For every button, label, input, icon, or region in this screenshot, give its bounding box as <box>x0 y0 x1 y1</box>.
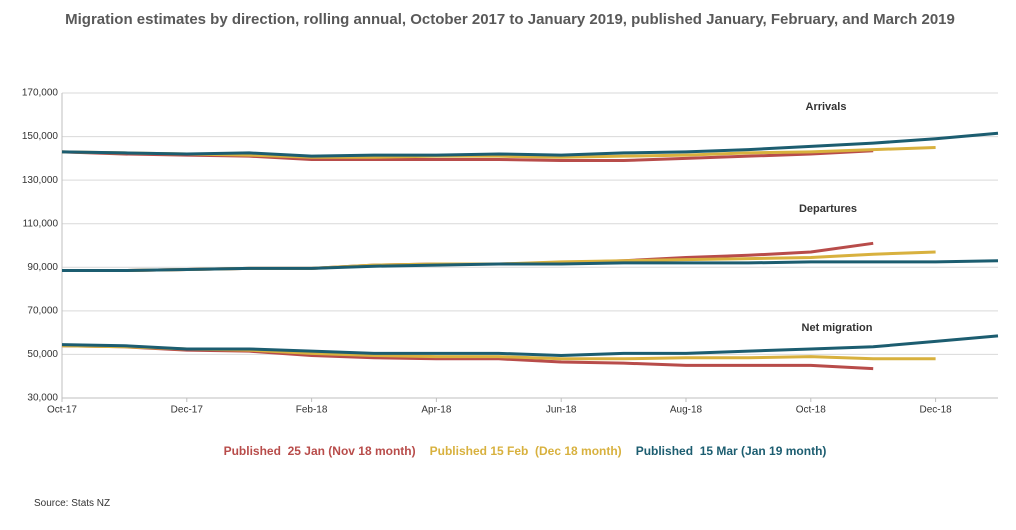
source: Source: Stats NZ <box>34 498 111 509</box>
x-tick-label: Dec-18 <box>919 405 952 416</box>
series-line <box>61 131 999 158</box>
y-tick-label: 150,000 <box>22 131 59 142</box>
series-line <box>61 334 999 358</box>
legend-entry: Published 25 Jan (Nov 18 month) <box>223 444 416 458</box>
x-tick-label: Oct-17 <box>47 405 77 416</box>
panel-label: Net migration <box>802 322 873 334</box>
x-tick-label: Jun-18 <box>546 405 577 416</box>
x-tick-label: Oct-18 <box>796 405 826 416</box>
series-line <box>62 241 874 273</box>
legend-entry: Published 15 Mar (Jan 19 month) <box>635 444 827 458</box>
panel-label: Arrivals <box>806 101 847 113</box>
x-tick-label: Apr-18 <box>421 405 451 416</box>
y-tick-label: 30,000 <box>27 393 58 404</box>
legend-entry: Published 15 Feb (Dec 18 month) <box>429 444 622 458</box>
y-tick-label: 90,000 <box>27 262 58 273</box>
series-line <box>62 259 999 273</box>
panel-label: Departures <box>799 203 857 215</box>
x-tick-label: Aug-18 <box>670 405 703 416</box>
y-tick-label: 70,000 <box>27 305 58 316</box>
chart-title: Migration estimates by direction, rollin… <box>65 11 955 28</box>
y-tick-label: 130,000 <box>22 175 59 186</box>
y-tick-label: 110,000 <box>23 218 59 229</box>
x-tick-label: Feb-18 <box>296 405 328 416</box>
legend: Published 25 Jan (Nov 18 month) Published… <box>0 444 1016 458</box>
y-tick-label: 50,000 <box>27 349 58 360</box>
y-tick-label: 170,000 <box>22 88 59 99</box>
x-tick-label: Dec-17 <box>171 405 204 416</box>
